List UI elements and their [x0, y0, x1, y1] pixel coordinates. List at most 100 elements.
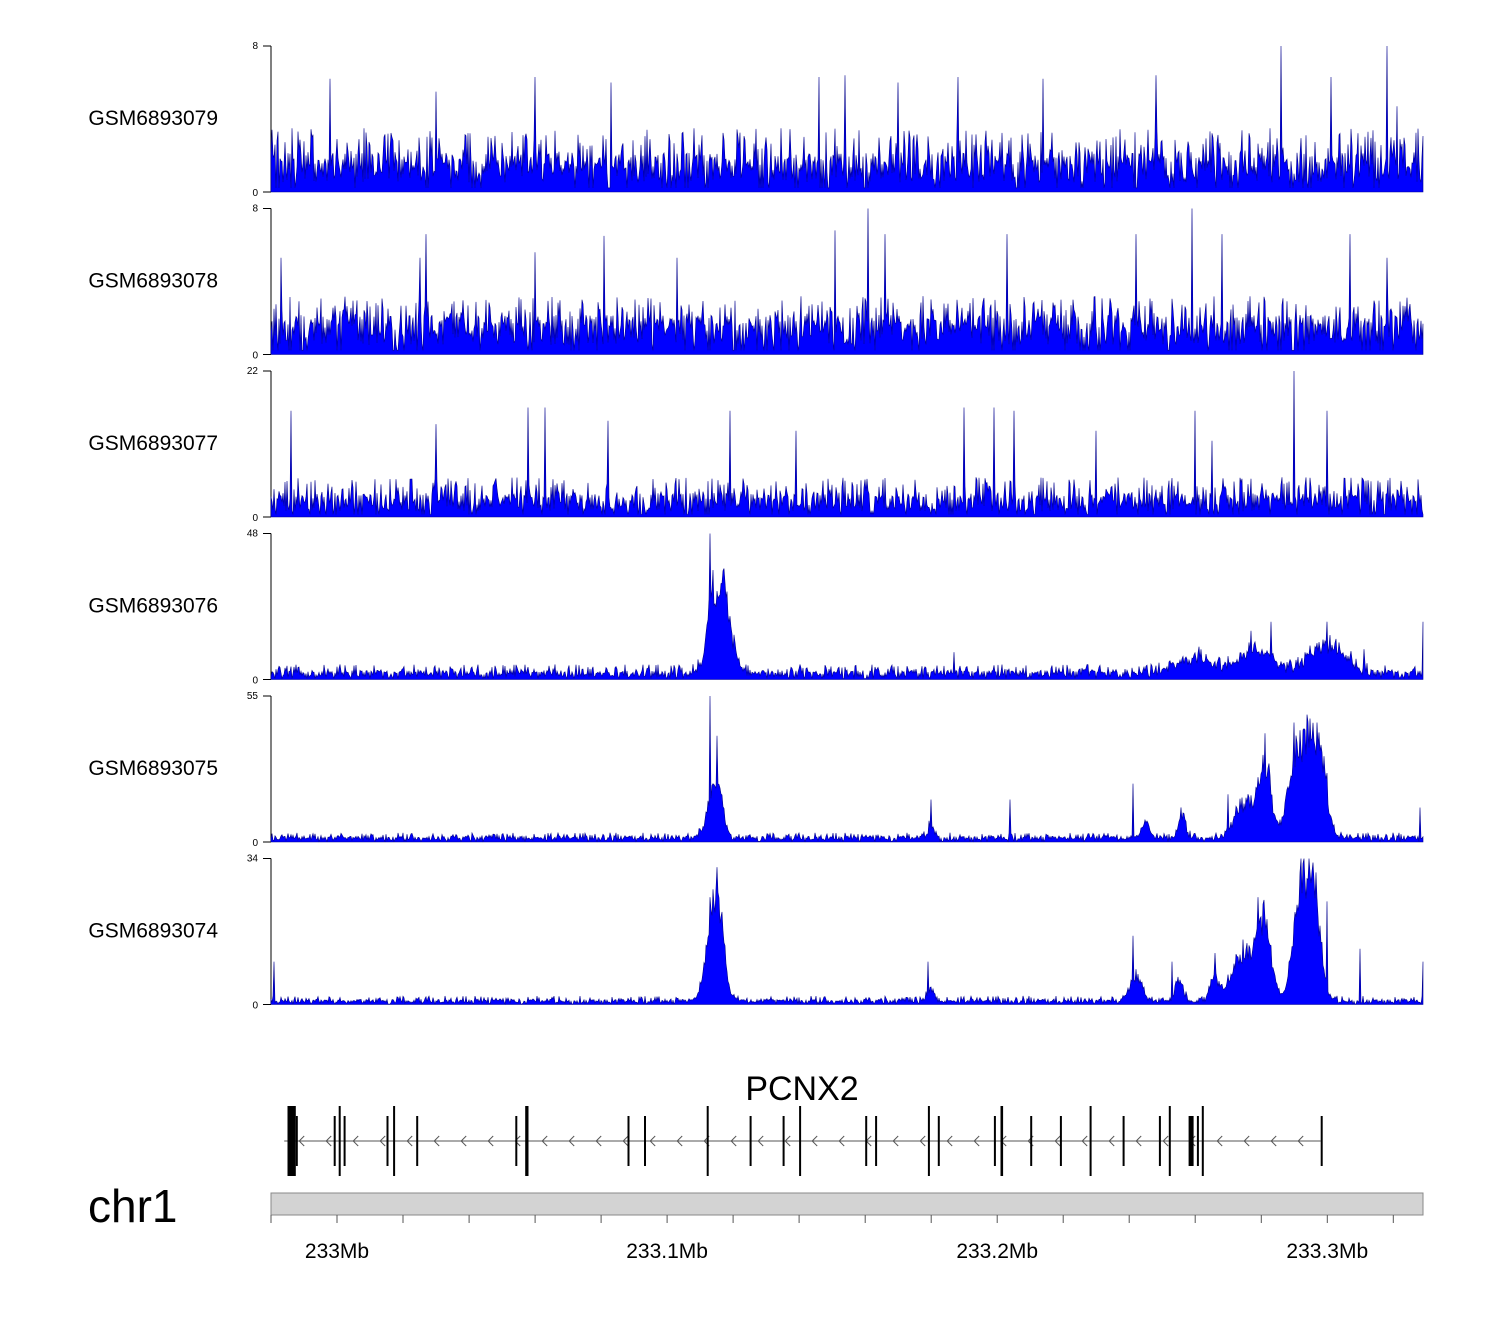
track-label: GSM6893079 — [88, 107, 218, 130]
exon — [1030, 1116, 1033, 1166]
exon — [393, 1106, 396, 1176]
track-label: GSM6893075 — [88, 757, 218, 780]
y-tick-label: 0 — [252, 351, 258, 362]
strand-arrow — [676, 1135, 683, 1147]
exon — [515, 1116, 518, 1166]
y-tick-label: 0 — [252, 676, 258, 687]
exon — [1201, 1106, 1204, 1176]
exon — [1059, 1116, 1062, 1166]
exon — [937, 1116, 940, 1166]
strand-arrow — [919, 1135, 926, 1147]
coverage-tracks: GSM689307980GSM689307880GSM6893077220GSM… — [88, 41, 1424, 1012]
strand-arrow — [730, 1135, 737, 1147]
strand-arrow — [406, 1135, 413, 1147]
coverage-track: GSM6893079 8 0 — [88, 41, 1424, 199]
coverage-area — [270, 858, 1424, 1006]
strand-arrow — [514, 1135, 521, 1147]
strand-arrow — [1243, 1135, 1250, 1147]
gene-model — [284, 1106, 1323, 1176]
exon — [865, 1116, 868, 1166]
chromosome-label: chr1 — [88, 1180, 177, 1232]
strand-arrow — [757, 1135, 764, 1147]
x-tick-label: 233.2Mb — [956, 1240, 1038, 1263]
strand-arrow — [1108, 1135, 1115, 1147]
strand-arrow — [1162, 1135, 1169, 1147]
coverage-track: GSM6893074 34 0 — [88, 854, 1424, 1012]
track-label: GSM6893077 — [88, 432, 218, 455]
exon — [1168, 1106, 1171, 1176]
y-tick-label: 0 — [252, 513, 258, 524]
exon — [627, 1116, 630, 1166]
exon — [525, 1106, 529, 1176]
strand-arrow — [784, 1135, 791, 1147]
y-tick-label: 48 — [247, 529, 259, 540]
exon — [706, 1106, 709, 1176]
y-tick-label: 34 — [247, 854, 259, 865]
x-tick-label: 233Mb — [305, 1240, 369, 1263]
exon — [287, 1106, 296, 1176]
coverage-area — [270, 45, 1424, 193]
strand-arrow — [541, 1135, 548, 1147]
y-tick-label: 22 — [247, 366, 259, 377]
exon — [782, 1116, 785, 1166]
coverage-track: GSM6893075 55 0 — [88, 691, 1424, 849]
strand-arrow — [1297, 1135, 1304, 1147]
y-tick-label: 8 — [252, 204, 258, 215]
track-label: GSM6893078 — [88, 270, 218, 293]
coverage-track: GSM6893076 48 0 — [88, 529, 1424, 687]
strand-arrow — [1135, 1135, 1142, 1147]
coverage-area — [270, 533, 1424, 680]
exon — [1000, 1106, 1004, 1176]
coverage-track: GSM6893077 22 0 — [88, 366, 1424, 524]
x-axis-ticks: 233Mb 233.1Mb 233.2Mb 233.3Mb — [270, 1215, 1394, 1263]
exon — [295, 1116, 298, 1166]
coverage-area — [270, 370, 1424, 518]
strand-arrow — [433, 1135, 440, 1147]
coverage-area — [270, 695, 1424, 843]
strand-arrow — [379, 1135, 386, 1147]
y-tick-label: 8 — [252, 41, 258, 52]
genome-axis: chr1 233Mb 233.1Mb 233.2Mb 233.3Mb — [88, 1180, 1424, 1263]
exon — [386, 1116, 389, 1166]
y-tick-label: 55 — [247, 691, 259, 702]
strand-arrow — [325, 1135, 332, 1147]
exon — [343, 1116, 346, 1166]
exon — [338, 1106, 341, 1176]
coverage-area — [270, 208, 1424, 355]
chromosome-ideogram-bar — [270, 1192, 1424, 1216]
exon — [993, 1116, 996, 1166]
exon — [416, 1116, 419, 1166]
exon — [1158, 1116, 1161, 1166]
coverage-track: GSM6893078 8 0 — [88, 204, 1424, 362]
strand-arrow — [973, 1135, 980, 1147]
exon — [1122, 1116, 1125, 1166]
exon — [749, 1116, 752, 1166]
x-tick-label: 233.3Mb — [1286, 1240, 1368, 1263]
strand-arrow — [892, 1135, 899, 1147]
exon — [799, 1106, 802, 1176]
strand-arrow — [298, 1135, 305, 1147]
strand-arrow — [649, 1135, 656, 1147]
strand-arrow — [487, 1135, 494, 1147]
exon — [875, 1116, 878, 1166]
exon — [1089, 1106, 1092, 1176]
strand-arrow — [838, 1135, 845, 1147]
exon — [927, 1106, 930, 1176]
strand-arrow — [946, 1135, 953, 1147]
exon — [644, 1116, 646, 1166]
strand-arrow — [460, 1135, 467, 1147]
strand-arrow — [595, 1135, 602, 1147]
strand-arrow — [1270, 1135, 1277, 1147]
gene-track: PCNX2 — [284, 1070, 1323, 1176]
x-tick-label: 233.1Mb — [626, 1240, 708, 1263]
strand-arrow — [811, 1135, 818, 1147]
strand-arrow — [622, 1135, 629, 1147]
exon — [1196, 1116, 1199, 1166]
strand-arrow — [1216, 1135, 1223, 1147]
strand-arrow — [1054, 1135, 1061, 1147]
strand-arrow — [1081, 1135, 1088, 1147]
exon — [1320, 1116, 1323, 1166]
y-tick-label: 0 — [252, 1001, 258, 1012]
gene-name-label: PCNX2 — [745, 1070, 858, 1108]
